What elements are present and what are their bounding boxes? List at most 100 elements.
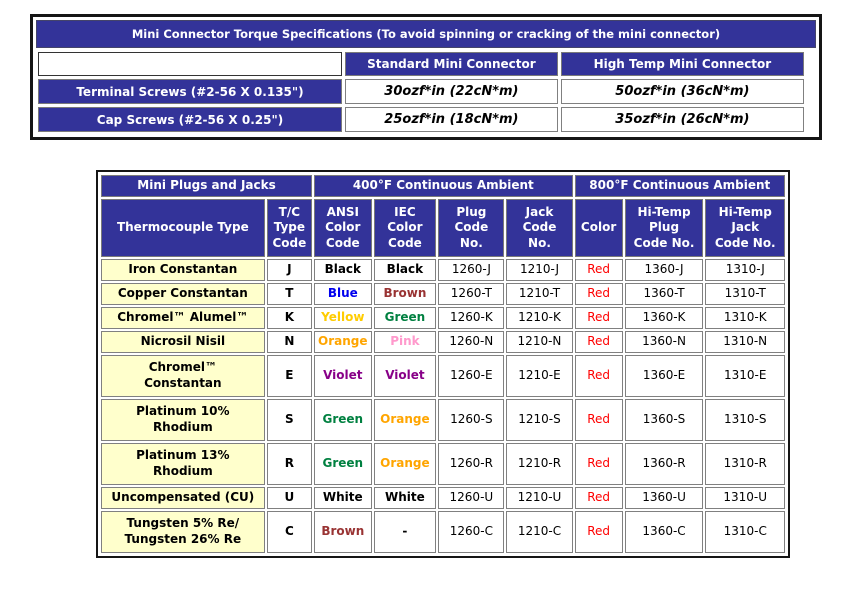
tc-code-cell: U — [266, 487, 313, 509]
table-row: Copper Constantan T Blue Brown 1260-T 12… — [101, 283, 785, 305]
plug-code-cell: 1260-U — [438, 487, 505, 509]
plug-code-cell: 1260-R — [438, 443, 505, 485]
thermocouple-type-cell: Chromel™ Constantan — [101, 355, 265, 397]
plug-code-cell: 1260-J — [438, 259, 505, 281]
table-row: Chromel™ Alumel™ K Yellow Green 1260-K 1… — [101, 307, 785, 329]
iec-color-cell: Violet — [373, 355, 437, 397]
hitemp-plug-cell: 1360-K — [624, 307, 704, 329]
table-row: Platinum 13% Rhodium R Green Orange 1260… — [101, 443, 785, 485]
plugs-jacks-grid: Mini Plugs and Jacks 400°F Continuous Am… — [99, 173, 787, 555]
table-row: Nicrosil Nisil N Orange Pink 1260-N 1210… — [101, 331, 785, 353]
col-hitemp-plug-code: Hi-Temp Plug Code No. — [624, 199, 704, 257]
hitemp-plug-cell: 1360-E — [624, 355, 704, 397]
table-row: Tungsten 5% Re/ Tungsten 26% Re C Brown … — [101, 511, 785, 553]
torque-standard-value: 30ozf*in (22cN*m) — [345, 79, 558, 104]
jack-code-cell: 1210-U — [506, 487, 573, 509]
tc-code-cell: J — [266, 259, 313, 281]
plugs-jacks-table: Mini Plugs and Jacks 400°F Continuous Am… — [96, 170, 790, 558]
hitemp-jack-cell: 1310-T — [705, 283, 785, 305]
iec-color-cell: Green — [373, 307, 437, 329]
iec-color-cell: Brown — [373, 283, 437, 305]
table-row: Terminal Screws (#2-56 X 0.135") 30ozf*i… — [38, 79, 804, 104]
ansi-color-cell: Brown — [314, 511, 372, 553]
hitemp-jack-cell: 1310-R — [705, 443, 785, 485]
column-header-row: Thermocouple Type T/C Type Code ANSI Col… — [101, 199, 785, 257]
thermocouple-type-cell: Platinum 13% Rhodium — [101, 443, 265, 485]
torque-table-title: Mini Connector Torque Specifications (To… — [36, 20, 816, 48]
hitemp-plug-cell: 1360-J — [624, 259, 704, 281]
table-row: Platinum 10% Rhodium S Green Orange 1260… — [101, 399, 785, 441]
torque-table-grid: Standard Mini Connector High Temp Mini C… — [35, 49, 807, 135]
col-hitemp-jack-code: Hi-Temp Jack Code No. — [705, 199, 785, 257]
hitemp-color-cell: Red — [574, 399, 623, 441]
plug-code-cell: 1260-T — [438, 283, 505, 305]
thermocouple-type-cell: Chromel™ Alumel™ — [101, 307, 265, 329]
table-row: Cap Screws (#2-56 X 0.25") 25ozf*in (18c… — [38, 107, 804, 132]
group-800f-ambient: 800°F Continuous Ambient — [574, 175, 785, 197]
tc-code-cell: S — [266, 399, 313, 441]
tc-code-cell: T — [266, 283, 313, 305]
ansi-color-cell: Yellow — [314, 307, 372, 329]
jack-code-cell: 1210-T — [506, 283, 573, 305]
jack-code-cell: 1210-S — [506, 399, 573, 441]
hitemp-plug-cell: 1360-R — [624, 443, 704, 485]
tc-code-cell: R — [266, 443, 313, 485]
thermocouple-type-cell: Nicrosil Nisil — [101, 331, 265, 353]
hitemp-jack-cell: 1310-U — [705, 487, 785, 509]
torque-hightemp-value: 50ozf*in (36cN*m) — [560, 79, 804, 104]
torque-row-label: Terminal Screws (#2-56 X 0.135") — [38, 79, 342, 104]
ansi-color-cell: Orange — [314, 331, 372, 353]
jack-code-cell: 1210-E — [506, 355, 573, 397]
tc-code-cell: E — [266, 355, 313, 397]
table-row: Chromel™ Constantan E Violet Violet 1260… — [101, 355, 785, 397]
iec-color-cell: Orange — [373, 399, 437, 441]
iec-color-cell: Orange — [373, 443, 437, 485]
col-ansi-color-code: ANSI Color Code — [314, 199, 372, 257]
thermocouple-type-cell: Tungsten 5% Re/ Tungsten 26% Re — [101, 511, 265, 553]
hitemp-jack-cell: 1310-E — [705, 355, 785, 397]
group-mini-plugs-jacks: Mini Plugs and Jacks — [101, 175, 313, 197]
ansi-color-cell: Black — [314, 259, 372, 281]
plug-code-cell: 1260-N — [438, 331, 505, 353]
thermocouple-type-cell: Platinum 10% Rhodium — [101, 399, 265, 441]
plug-code-cell: 1260-S — [438, 399, 505, 441]
torque-col-hightemp: High Temp Mini Connector — [560, 52, 804, 76]
torque-empty-cell — [38, 52, 342, 76]
torque-hightemp-value: 35ozf*in (26cN*m) — [560, 107, 804, 132]
jack-code-cell: 1210-N — [506, 331, 573, 353]
jack-code-cell: 1210-R — [506, 443, 573, 485]
tc-code-cell: K — [266, 307, 313, 329]
iec-color-cell: - — [373, 511, 437, 553]
torque-col-standard: Standard Mini Connector — [345, 52, 558, 76]
hitemp-jack-cell: 1310-K — [705, 307, 785, 329]
hitemp-color-cell: Red — [574, 487, 623, 509]
plug-code-cell: 1260-K — [438, 307, 505, 329]
col-thermocouple-type: Thermocouple Type — [101, 199, 265, 257]
hitemp-color-cell: Red — [574, 259, 623, 281]
tc-code-cell: N — [266, 331, 313, 353]
jack-code-cell: 1210-C — [506, 511, 573, 553]
thermocouple-type-cell: Iron Constantan — [101, 259, 265, 281]
tc-code-cell: C — [266, 511, 313, 553]
hitemp-plug-cell: 1360-T — [624, 283, 704, 305]
thermocouple-type-cell: Uncompensated (CU) — [101, 487, 265, 509]
hitemp-color-cell: Red — [574, 283, 623, 305]
ansi-color-cell: Green — [314, 399, 372, 441]
col-color: Color — [574, 199, 623, 257]
hitemp-jack-cell: 1310-S — [705, 399, 785, 441]
torque-row-label: Cap Screws (#2-56 X 0.25") — [38, 107, 342, 132]
hitemp-plug-cell: 1360-C — [624, 511, 704, 553]
torque-header-row: Standard Mini Connector High Temp Mini C… — [38, 52, 804, 76]
hitemp-plug-cell: 1360-U — [624, 487, 704, 509]
hitemp-color-cell: Red — [574, 443, 623, 485]
hitemp-color-cell: Red — [574, 511, 623, 553]
plug-code-cell: 1260-C — [438, 511, 505, 553]
col-tc-type-code: T/C Type Code — [266, 199, 313, 257]
torque-spec-table: Mini Connector Torque Specifications (To… — [30, 14, 822, 140]
col-jack-code-no: Jack Code No. — [506, 199, 573, 257]
plug-code-cell: 1260-E — [438, 355, 505, 397]
ansi-color-cell: Green — [314, 443, 372, 485]
hitemp-color-cell: Red — [574, 307, 623, 329]
jack-code-cell: 1210-K — [506, 307, 573, 329]
hitemp-jack-cell: 1310-N — [705, 331, 785, 353]
